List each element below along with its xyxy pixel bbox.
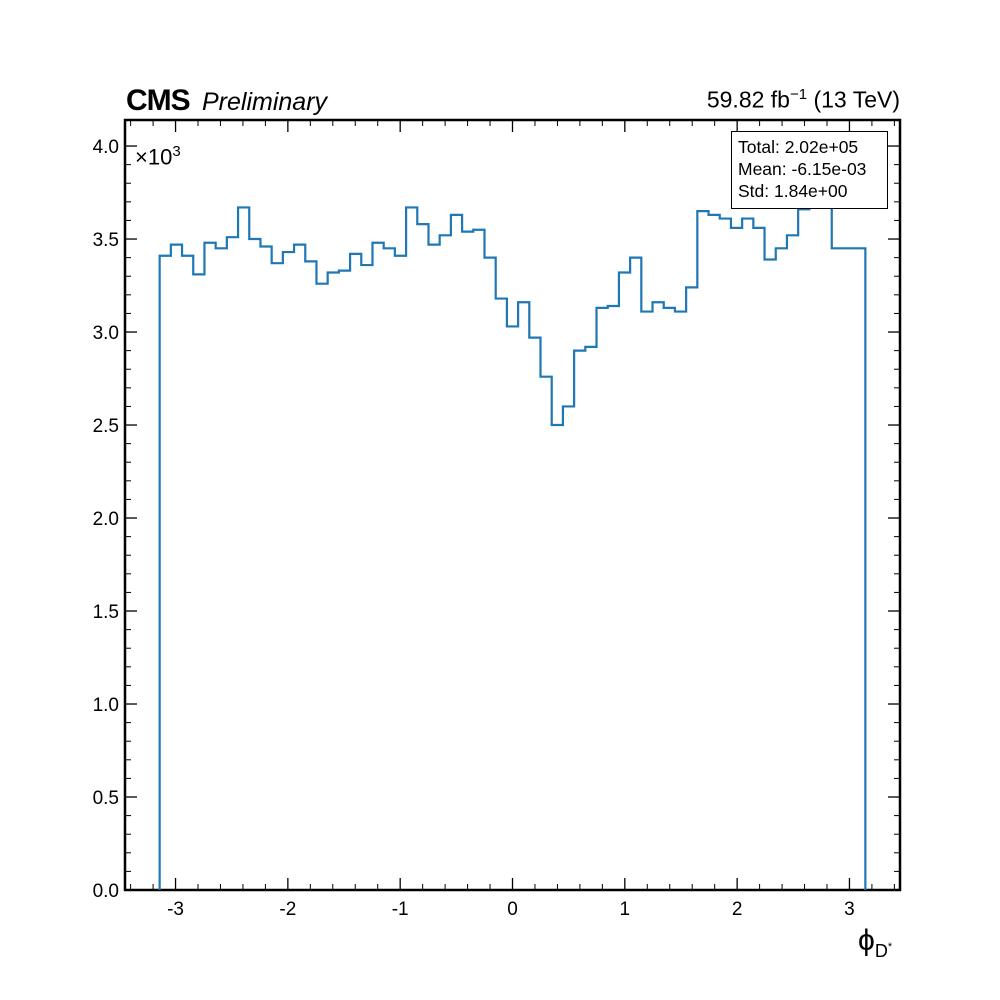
x-label-subscript: D* — [875, 941, 892, 961]
y-tick-label: 2.0 — [93, 509, 119, 530]
histogram-bin — [843, 248, 854, 890]
histogram-bin — [440, 235, 451, 890]
histogram-bin — [518, 302, 529, 890]
histogram-bin — [227, 237, 238, 890]
histogram-bin — [406, 207, 417, 890]
histogram-bin — [428, 245, 439, 890]
histogram-bin — [238, 207, 249, 890]
histogram-bin — [484, 258, 495, 890]
x-label-sub-text: D — [874, 941, 888, 961]
histogram-bin — [473, 230, 484, 890]
y-tick-label: 1.0 — [93, 695, 119, 716]
experiment-label: CMS — [126, 84, 191, 117]
histogram-bin — [686, 287, 697, 890]
histogram-bin — [216, 248, 227, 890]
histogram-bin — [765, 259, 776, 890]
x-label-star: * — [887, 941, 893, 953]
histogram-bin — [597, 308, 608, 890]
histogram-bin — [552, 425, 563, 890]
histogram-bin — [720, 219, 731, 890]
stats-mean: Mean: -6.15e-03 — [738, 159, 867, 179]
lumi-exponent: −1 — [789, 86, 808, 103]
histogram-bin — [328, 273, 339, 890]
histogram-bin — [496, 299, 507, 890]
histogram-bin — [731, 228, 742, 890]
y-tick-label: 0.5 — [93, 788, 119, 809]
y-tick-label: 3.5 — [93, 230, 119, 251]
histogram-bin — [249, 239, 260, 890]
histogram-bin — [193, 274, 204, 890]
x-tick-label: -3 — [167, 899, 184, 920]
histogram-bin — [305, 261, 316, 890]
histogram-bin — [619, 273, 630, 890]
histogram-bin — [507, 326, 518, 890]
x-tick-label: -1 — [392, 899, 409, 920]
y-tick-label: 0.0 — [93, 881, 119, 902]
y-tick-label: 2.5 — [93, 416, 119, 437]
histogram-bin — [742, 219, 753, 890]
histogram-bin — [641, 312, 652, 890]
histogram-bin — [395, 256, 406, 890]
histogram-bin — [664, 308, 675, 890]
x-tick-label: -2 — [279, 899, 296, 920]
histogram-bin — [832, 248, 843, 890]
y-tick-label: 1.5 — [93, 602, 119, 623]
histogram-bin — [160, 256, 171, 890]
histogram-bin — [182, 256, 193, 890]
histogram-bin — [675, 312, 686, 890]
status-label: Preliminary — [202, 88, 328, 116]
histogram-bin — [339, 271, 350, 890]
multiplier-base: ×10 — [135, 144, 173, 170]
histogram-bin — [283, 252, 294, 890]
histogram-bin — [350, 254, 361, 890]
y-axis-multiplier: ×103 — [135, 143, 181, 170]
histogram-bin — [630, 258, 641, 890]
histogram-bin — [709, 215, 720, 890]
histogram-bin — [821, 207, 832, 890]
histogram-bin — [574, 351, 585, 890]
x-tick-label: 3 — [844, 899, 855, 920]
histogram-bin — [272, 263, 283, 890]
histogram-bin — [204, 243, 215, 890]
stats-box: Total: 2.02e+05 Mean: -6.15e-03 Std: 1.8… — [731, 131, 888, 209]
x-tick-label: 0 — [507, 899, 518, 920]
histogram-bin — [260, 246, 271, 890]
histogram-bin — [608, 306, 619, 890]
histogram-bin — [451, 215, 462, 890]
stats-total: Total: 2.02e+05 — [738, 137, 859, 157]
histogram-bin — [171, 245, 182, 890]
energy-label: (13 TeV) — [813, 86, 900, 113]
histogram-bin — [384, 248, 395, 890]
histogram-bin — [585, 347, 596, 890]
histogram-bin — [776, 248, 787, 890]
lumi-value: 59.82 fb — [706, 86, 790, 113]
histogram-bin — [809, 193, 820, 890]
x-axis-label: ϕD* — [858, 924, 892, 962]
histogram-bin — [361, 265, 372, 890]
histogram-bin — [417, 224, 428, 890]
histogram-bin — [787, 235, 798, 890]
histogram-bin — [316, 284, 327, 890]
histogram-bin — [798, 209, 809, 890]
histogram-bin — [753, 228, 764, 890]
multiplier-exponent: 3 — [172, 143, 181, 160]
histogram-bin — [462, 232, 473, 890]
stats-std: Std: 1.84e+00 — [738, 181, 848, 201]
luminosity-label: 59.82 fb−1 (13 TeV) — [707, 86, 900, 114]
histogram-bin — [372, 243, 383, 890]
histogram-bin — [541, 377, 552, 890]
y-tick-label: 4.0 — [93, 137, 119, 158]
y-tick-label: 3.0 — [93, 323, 119, 344]
phi-symbol: ϕ — [858, 924, 875, 957]
histogram-bin — [653, 302, 664, 890]
histogram-bin — [294, 245, 305, 890]
histogram-bin — [854, 248, 865, 890]
histogram-series-line — [158, 191, 867, 890]
histogram-bin — [529, 338, 540, 890]
histogram-bin — [563, 406, 574, 890]
histogram-bin — [697, 211, 708, 890]
x-tick-label: 1 — [620, 899, 631, 920]
x-tick-label: 2 — [732, 899, 743, 920]
